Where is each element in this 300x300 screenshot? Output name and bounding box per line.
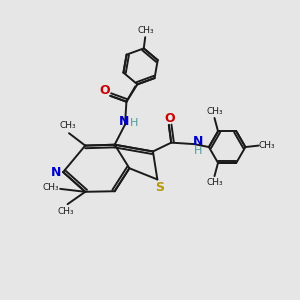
Text: N: N <box>51 166 61 179</box>
Text: CH₃: CH₃ <box>58 207 74 216</box>
Text: N: N <box>193 135 203 148</box>
Text: O: O <box>100 84 110 97</box>
Text: CH₃: CH₃ <box>43 183 59 192</box>
Text: S: S <box>155 181 164 194</box>
Text: O: O <box>164 112 175 125</box>
Text: CH₃: CH₃ <box>137 26 154 35</box>
Text: CH₃: CH₃ <box>206 107 223 116</box>
Text: CH₃: CH₃ <box>258 141 275 150</box>
Text: CH₃: CH₃ <box>206 178 223 188</box>
Text: N: N <box>118 115 129 128</box>
Text: H: H <box>130 118 138 128</box>
Text: H: H <box>194 146 202 157</box>
Text: CH₃: CH₃ <box>59 122 76 130</box>
